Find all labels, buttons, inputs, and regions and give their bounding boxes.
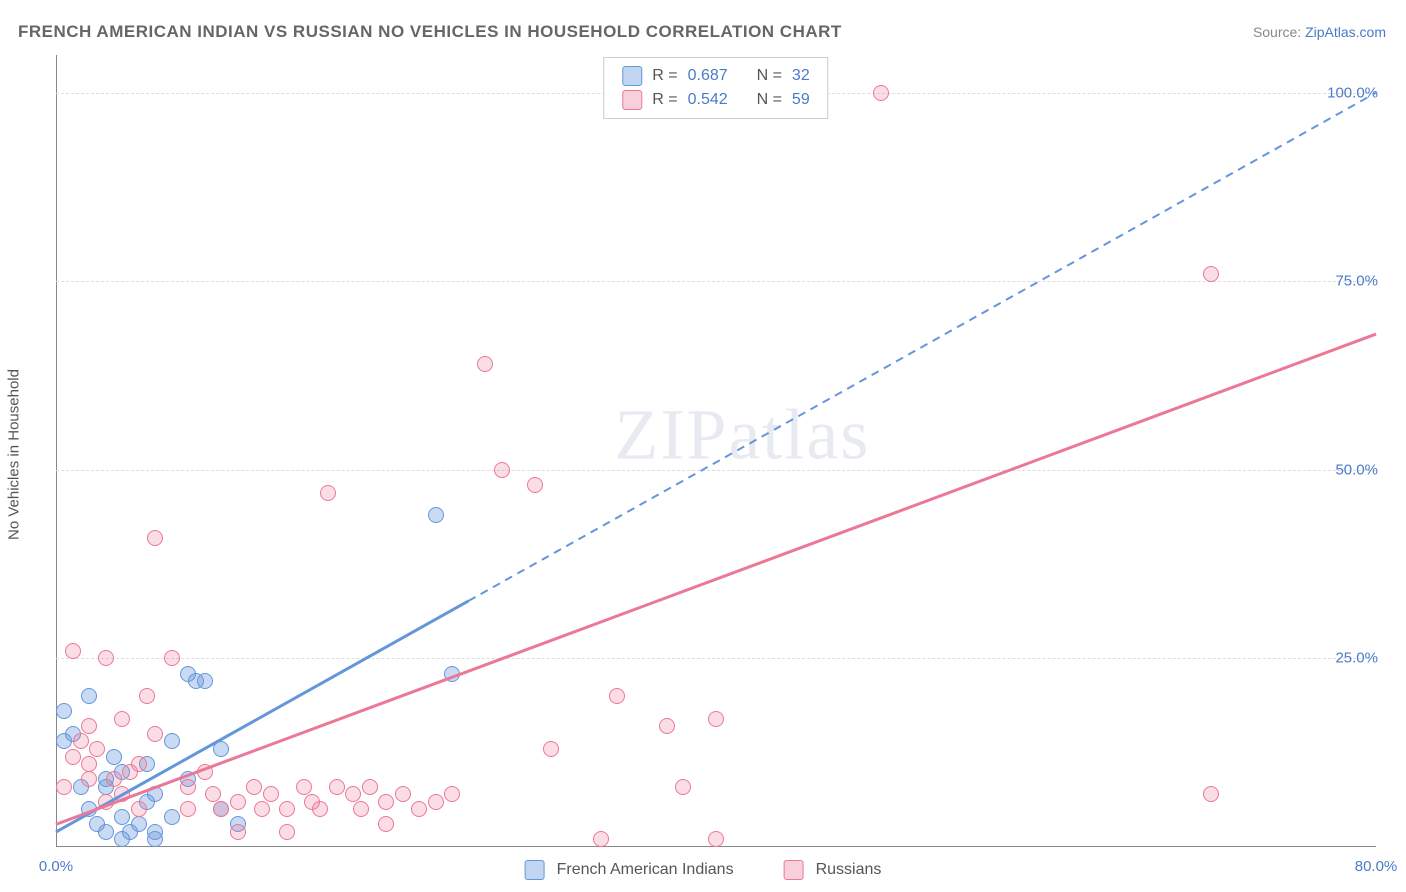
legend-row-blue: R = 0.687 N = 32 (622, 64, 809, 88)
swatch-pink-icon (784, 860, 804, 880)
x-tick-label: 0.0% (39, 858, 73, 875)
x-tick-label: 80.0% (1355, 858, 1398, 875)
source-link[interactable]: ZipAtlas.com (1305, 24, 1386, 40)
series-legend: French American Indians Russians (525, 860, 882, 880)
legend-item-blue: French American Indians (525, 860, 734, 880)
legend-item-pink: Russians (784, 860, 882, 880)
correlation-legend: R = 0.687 N = 32 R = 0.542 N = 59 (603, 57, 828, 119)
source-attribution: Source: ZipAtlas.com (1253, 24, 1386, 40)
swatch-blue-icon (525, 860, 545, 880)
plot-area: 25.0%50.0%75.0%100.0%0.0%80.0% R = 0.687… (56, 55, 1376, 847)
trend-lines (56, 55, 1376, 847)
legend-row-pink: R = 0.542 N = 59 (622, 88, 809, 112)
y-axis-label: No Vehicles in Household (6, 369, 23, 540)
chart-title: FRENCH AMERICAN INDIAN VS RUSSIAN NO VEH… (18, 22, 842, 42)
swatch-pink (622, 90, 642, 110)
swatch-blue (622, 66, 642, 86)
